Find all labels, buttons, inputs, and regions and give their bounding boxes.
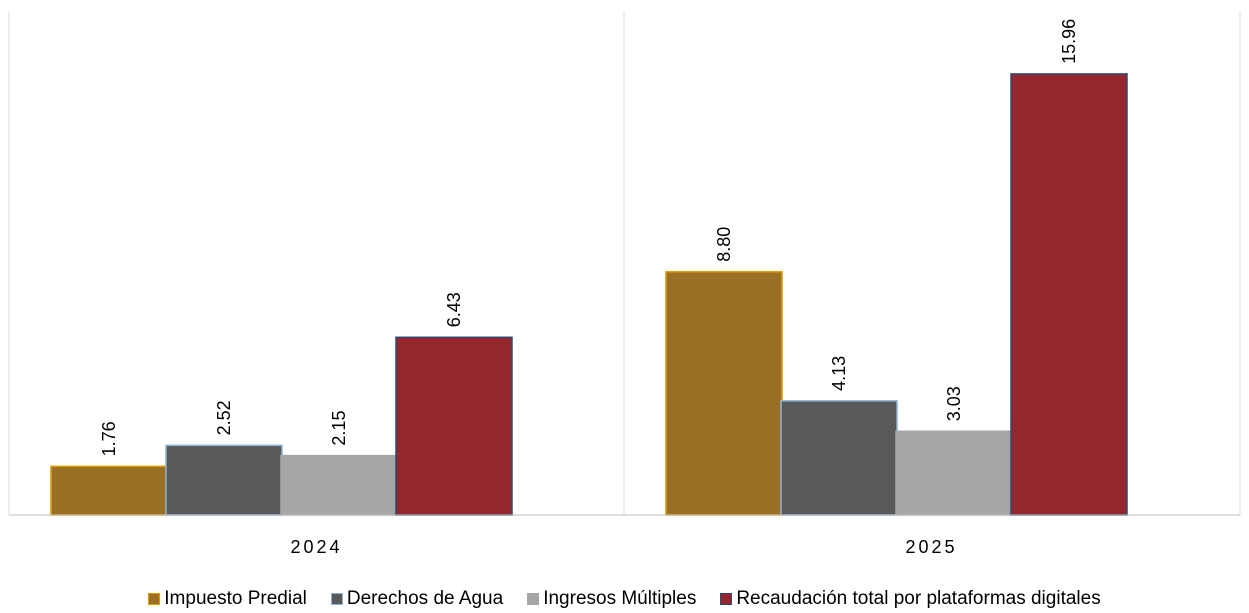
data-label-2024-series-4: 6.43: [444, 292, 464, 327]
bars-group: [50, 73, 1128, 516]
data-label-2024-series-2: 2.52: [214, 400, 234, 435]
legend: Impuesto Predial Derechos de Agua Ingresos…: [0, 588, 1249, 610]
data-label-2025-series-1: 8.80: [714, 227, 734, 262]
legend-swatch: [148, 593, 161, 605]
data-labels-group: 1.76 2.52 2.15 6.43 8.80 4.13 3.03 15.96: [99, 19, 1079, 456]
legend-swatch: [527, 593, 540, 605]
bar-2025-series-2: [780, 400, 898, 516]
bar-2025-series-3: [895, 430, 1013, 516]
x-tick-label-2024: 2024: [290, 537, 342, 557]
bar-2024-series-4: [395, 336, 513, 516]
data-label-2024-series-1: 1.76: [99, 421, 119, 456]
x-tick-label-2025: 2025: [905, 537, 957, 557]
legend-swatch: [330, 593, 343, 605]
data-label-2025-series-4: 15.96: [1059, 19, 1079, 64]
legend-label: Recaudación total por plataformas digita…: [736, 588, 1101, 609]
bar-2024-series-3: [280, 454, 398, 516]
legend-item-2: Derechos de Agua: [330, 588, 504, 610]
bar-2025-series-1: [665, 271, 783, 516]
data-label-2025-series-3: 3.03: [944, 386, 964, 421]
legend-item-3: Ingresos Múltiples: [527, 588, 696, 610]
data-label-2025-series-2: 4.13: [829, 356, 849, 391]
bar-2024-series-2: [165, 444, 283, 516]
legend-label: Derechos de Agua: [346, 588, 504, 609]
data-label-2024-series-3: 2.15: [329, 411, 349, 446]
legend-item-1: Impuesto Predial: [148, 588, 307, 610]
legend-swatch: [720, 593, 733, 605]
x-tick-labels-group: 2024 2025: [290, 537, 957, 557]
legend-label: Impuesto Predial: [164, 588, 307, 609]
legend-item-4: Recaudación total por plataformas digita…: [720, 588, 1101, 610]
bar-2024-series-1: [50, 465, 168, 516]
legend-label: Ingresos Múltiples: [543, 588, 697, 609]
bar-2025-series-4: [1010, 73, 1128, 516]
